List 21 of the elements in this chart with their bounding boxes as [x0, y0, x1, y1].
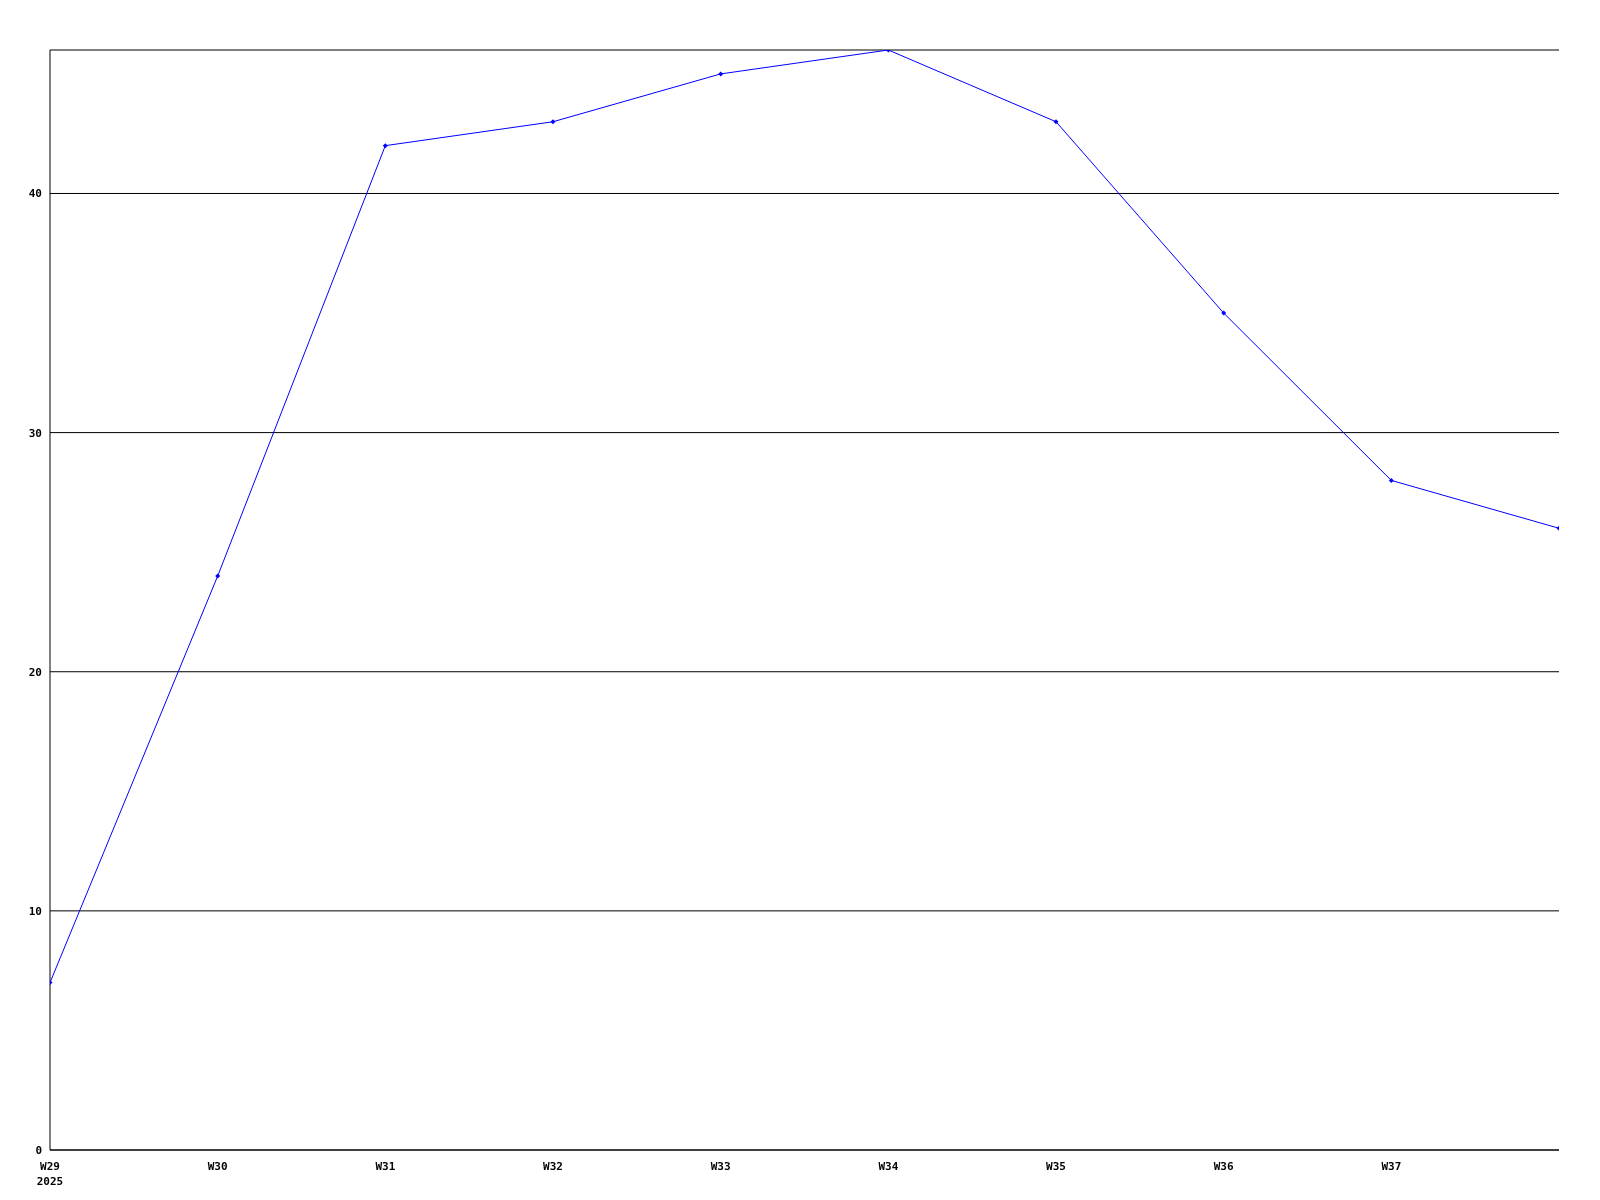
x-tick-label: W32 [543, 1160, 563, 1173]
point [1388, 477, 1394, 483]
point [215, 573, 221, 579]
x-tick-label: W37 [1381, 1160, 1402, 1173]
y-tick-label: 0 [35, 1143, 42, 1157]
x-tick-label: W35 [1046, 1160, 1066, 1173]
point [718, 71, 724, 77]
point [1221, 310, 1227, 316]
x-tick-label: W29 2025 [36, 1160, 64, 1188]
y-tick-label: 40 [28, 187, 42, 201]
x-tick-label: W31 [375, 1160, 396, 1173]
y-tick-label: 10 [28, 904, 42, 918]
point [382, 143, 388, 149]
x-tick-label: W33 [710, 1160, 731, 1173]
x-tick-label: W36 [1213, 1160, 1234, 1173]
x-tick-label: W34 [878, 1160, 899, 1173]
y-tick-label: 20 [28, 665, 42, 679]
y-tick-label: 30 [28, 426, 42, 440]
point [1053, 119, 1059, 125]
point [550, 119, 556, 125]
x-tick-label: W30 [207, 1160, 228, 1173]
